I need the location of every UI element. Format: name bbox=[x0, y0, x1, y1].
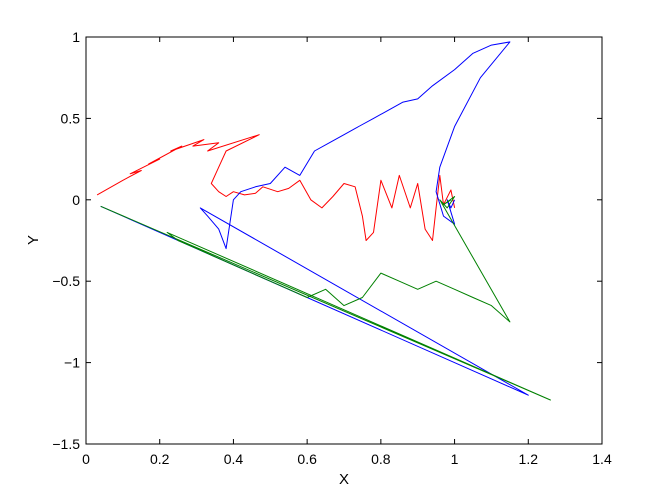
series-line-2 bbox=[100, 41, 529, 396]
y-tick-label: −1.5 bbox=[52, 436, 80, 452]
x-tick-label: 0 bbox=[82, 451, 90, 467]
x-tick-label: 1.2 bbox=[519, 451, 539, 467]
series-line-3 bbox=[100, 196, 551, 401]
x-tick-label: 1.4 bbox=[592, 451, 612, 467]
x-axis-title: X bbox=[339, 471, 349, 488]
y-tick-label: 0.5 bbox=[61, 110, 81, 126]
x-tick-label: 0.4 bbox=[224, 451, 244, 467]
y-tick-label: 1 bbox=[72, 29, 80, 45]
series-layer bbox=[96, 41, 551, 401]
y-tick-label: −1 bbox=[64, 355, 80, 371]
y-axis-title: Y bbox=[25, 235, 42, 245]
x-tick-label: 0.6 bbox=[297, 451, 317, 467]
plot-frame bbox=[85, 36, 603, 445]
x-tick-label: 1 bbox=[451, 451, 459, 467]
x-axis-ticks: 0 0.2 0.4 0.6 0.8 1 1.2 1.4 bbox=[82, 37, 612, 467]
y-axis-ticks: −1.5 −1 −0.5 0 0.5 1 bbox=[52, 29, 602, 452]
x-tick-label: 0.8 bbox=[371, 451, 391, 467]
y-tick-label: 0 bbox=[72, 192, 80, 208]
y-tick-label: −0.5 bbox=[52, 273, 80, 289]
plot-background bbox=[86, 37, 602, 444]
x-tick-label: 0.2 bbox=[150, 451, 170, 467]
series-line-1 bbox=[96, 134, 456, 241]
